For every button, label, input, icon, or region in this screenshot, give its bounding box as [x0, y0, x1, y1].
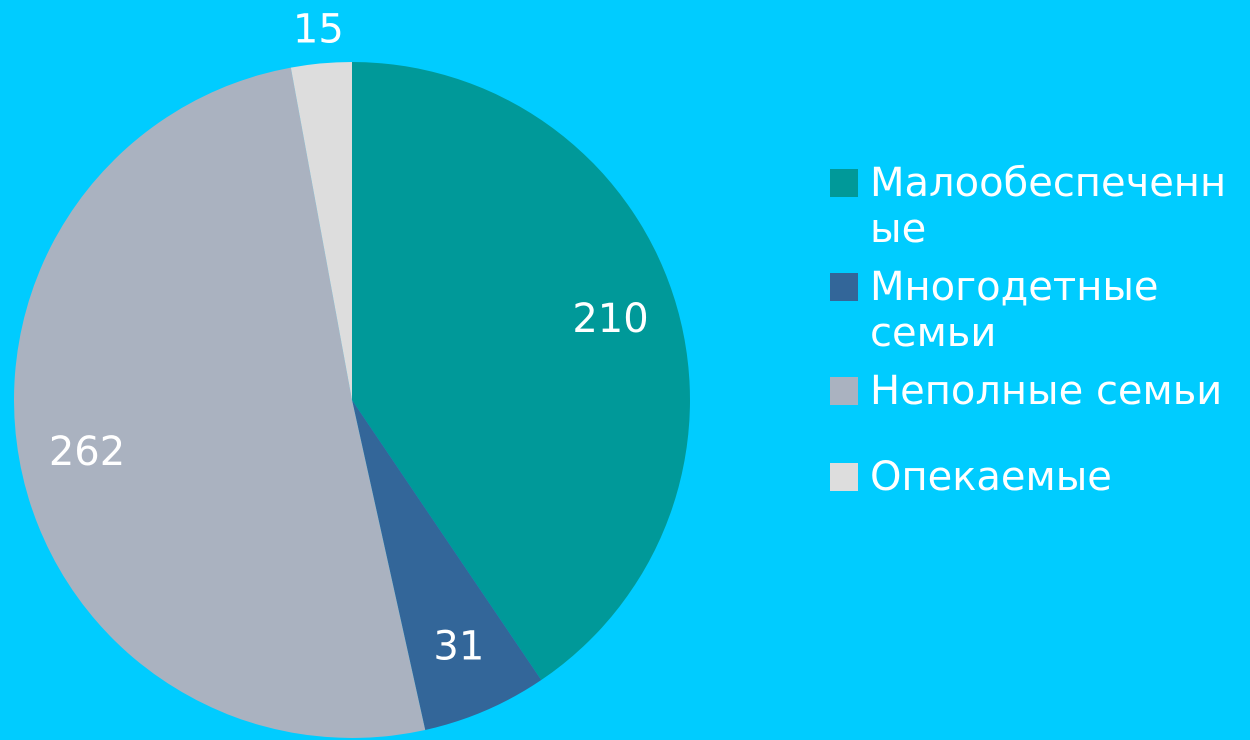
legend-swatch: [830, 377, 858, 405]
legend-label: Опекаемые: [870, 454, 1112, 500]
pie-slice: [14, 67, 426, 738]
legend-swatch: [830, 169, 858, 197]
legend-item: Многодетные семьи: [830, 264, 1250, 356]
data-label: 262: [49, 429, 125, 475]
pie-slice: [290, 62, 352, 400]
data-label: 31: [433, 623, 484, 669]
pie-slice: [352, 62, 691, 681]
pie-slice: [352, 400, 542, 730]
data-label: 210: [572, 296, 648, 342]
legend-swatch: [830, 463, 858, 491]
legend-item: Неполные семьи: [830, 368, 1250, 414]
chart: 210 31 262 15: [14, 7, 691, 738]
legend: Малообеспеченные Многодетные семьи Неполны…: [830, 160, 1250, 512]
legend-label: Малообеспеченные: [870, 160, 1227, 252]
legend-item: Опекаемые: [830, 454, 1250, 500]
legend-swatch: [830, 273, 858, 301]
legend-item: Малообеспеченные: [830, 160, 1250, 252]
data-label: 15: [293, 7, 344, 53]
legend-label: Многодетные семьи: [870, 264, 1159, 356]
legend-label: Неполные семьи: [870, 368, 1223, 414]
